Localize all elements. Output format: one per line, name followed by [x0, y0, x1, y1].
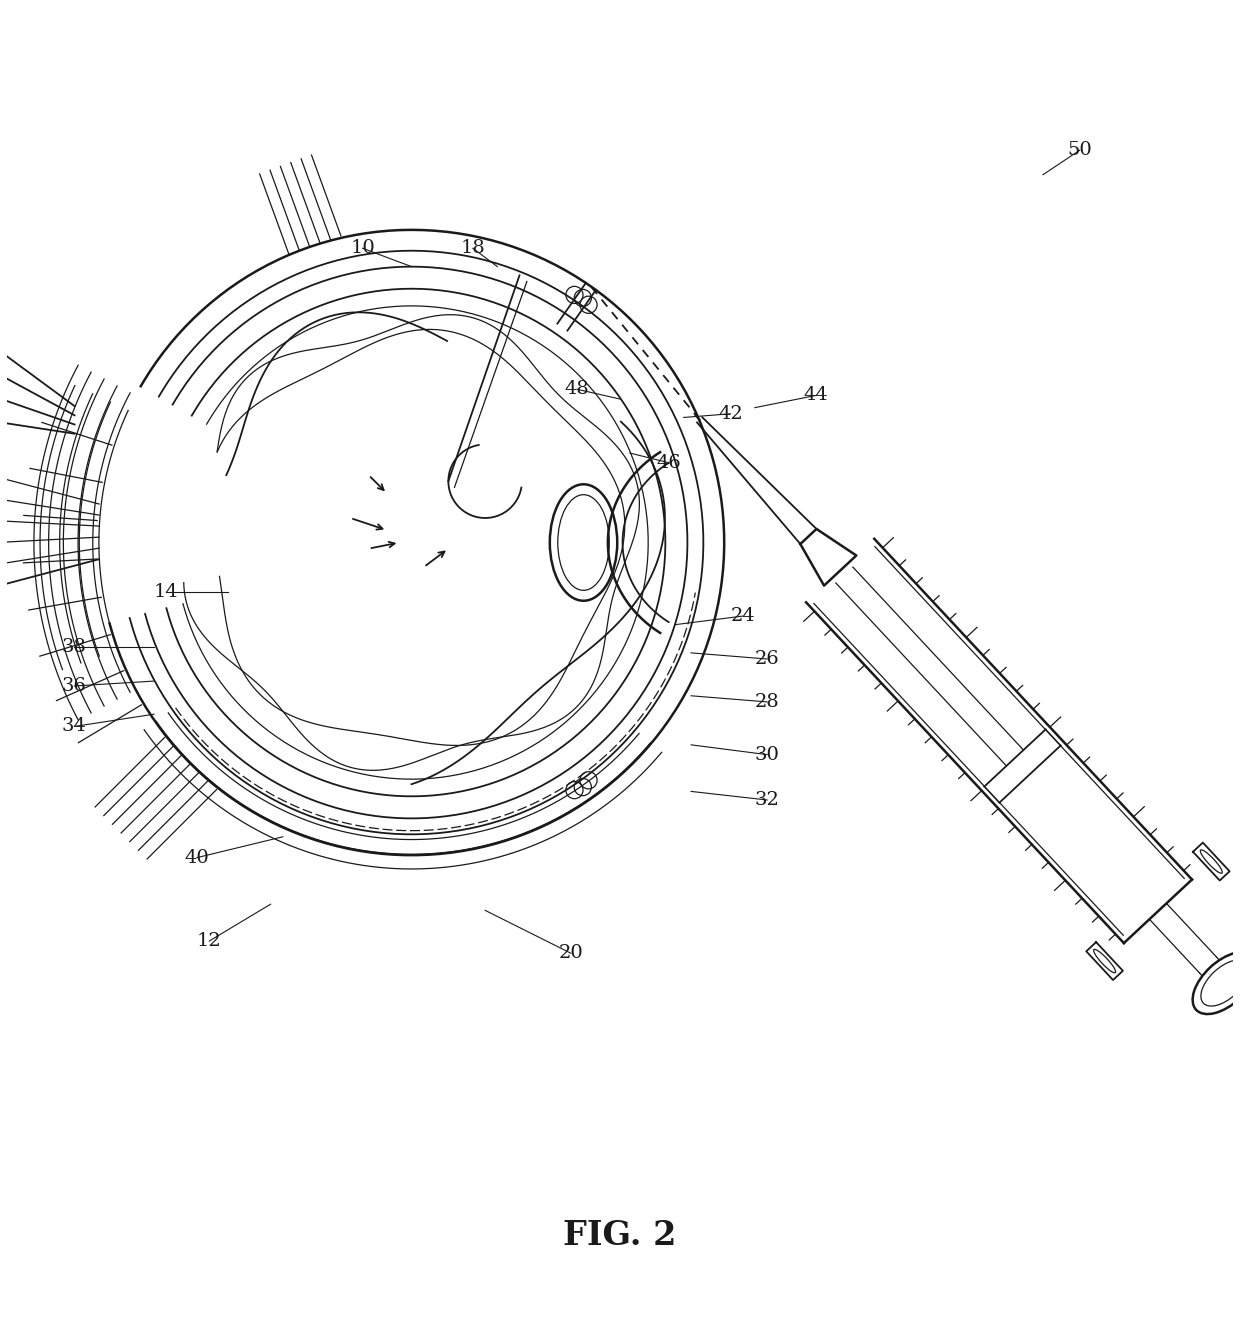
Text: 48: 48	[564, 381, 589, 398]
Text: 12: 12	[197, 932, 222, 950]
Text: 42: 42	[718, 405, 743, 423]
Text: 28: 28	[755, 693, 780, 710]
Text: 50: 50	[1068, 141, 1092, 159]
Text: 44: 44	[804, 386, 828, 405]
Text: 18: 18	[460, 240, 485, 257]
Text: 46: 46	[657, 453, 682, 472]
Text: 14: 14	[154, 583, 179, 601]
Text: 36: 36	[62, 677, 87, 695]
Text: 38: 38	[62, 638, 87, 656]
Text: FIG. 2: FIG. 2	[563, 1219, 677, 1252]
Text: 10: 10	[350, 240, 374, 257]
Text: 30: 30	[755, 746, 780, 763]
Text: 26: 26	[755, 650, 780, 668]
Text: 34: 34	[62, 717, 87, 735]
Text: 32: 32	[755, 791, 780, 809]
Text: 40: 40	[185, 849, 210, 867]
Text: 20: 20	[558, 944, 583, 962]
Text: 24: 24	[730, 608, 755, 625]
